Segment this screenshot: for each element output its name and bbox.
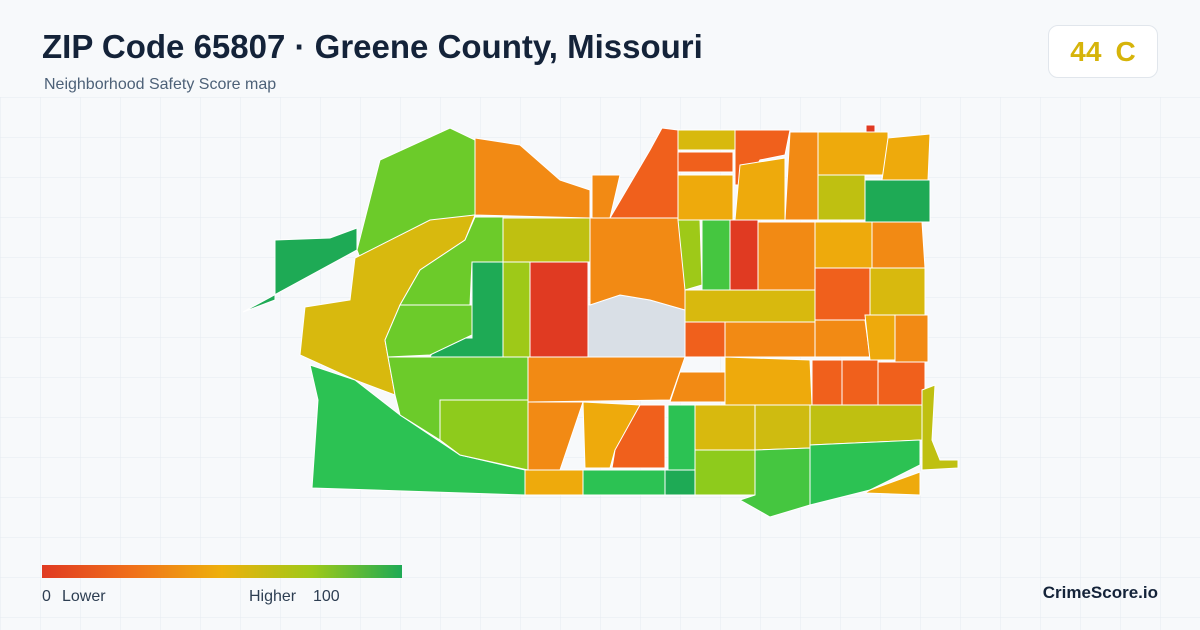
brand: CrimeScore.io bbox=[1042, 583, 1158, 602]
score-value: 44 bbox=[1070, 35, 1102, 67]
legend-gradient bbox=[42, 565, 402, 578]
neighborhoods bbox=[242, 124, 959, 518]
legend-max-label: Higher bbox=[249, 588, 297, 605]
subtitle: Neighborhood Safety Score map bbox=[44, 76, 277, 93]
legend-min-label: Lower bbox=[62, 588, 106, 605]
title: ZIP Code 65807 · Greene County, Missouri bbox=[42, 28, 703, 65]
score-badge: 44 C bbox=[1048, 25, 1158, 78]
score-grade: C bbox=[1115, 35, 1136, 67]
legend-min: 0 bbox=[42, 588, 51, 605]
legend-max: 100 bbox=[313, 588, 340, 605]
